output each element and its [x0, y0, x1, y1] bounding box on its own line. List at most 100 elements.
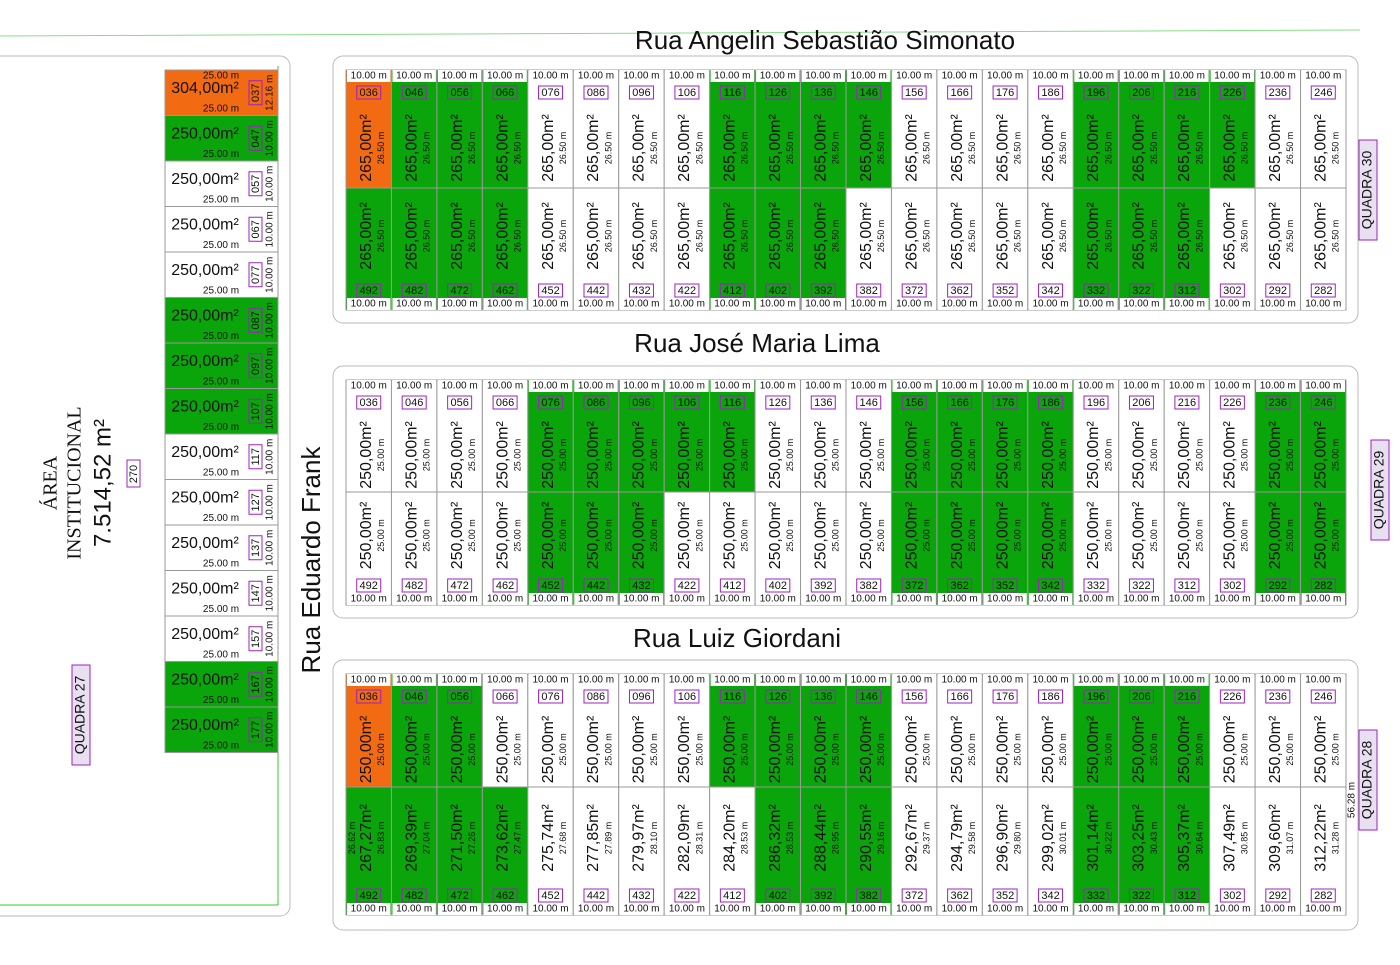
lot-width: 25.00 m	[203, 71, 239, 82]
lot	[800, 379, 847, 493]
frontage-bg	[892, 298, 936, 310]
lot	[981, 491, 1029, 606]
lot-number-box	[674, 578, 700, 593]
lot-depth: 26.50 m	[785, 220, 795, 253]
lot-number: 086	[587, 397, 605, 409]
lot-number: 126	[769, 87, 787, 99]
frontage-bg	[801, 380, 845, 392]
lot-number: 302	[1223, 580, 1241, 592]
lot-number: 056	[450, 691, 468, 703]
lot-number-box	[947, 283, 973, 298]
lot-number-box	[356, 689, 382, 704]
lot	[1300, 187, 1347, 311]
frontage-bg	[801, 674, 845, 686]
lot-number-box	[765, 689, 791, 704]
lot	[572, 379, 620, 493]
quadra-label-box	[1358, 729, 1378, 831]
lot-frontage: 10.00 m	[396, 71, 432, 82]
lot	[618, 786, 665, 916]
lot-frontage: 10.00 m	[1260, 299, 1296, 310]
lot-number-box	[1128, 578, 1154, 593]
lot-number: 046	[405, 87, 423, 99]
lot-frontage: 10.00 m	[578, 71, 614, 82]
lot	[481, 187, 529, 311]
lot	[527, 491, 574, 606]
frontage-bg	[392, 380, 436, 392]
lot-number-box	[628, 283, 654, 298]
lot-area: 250,00m²	[767, 501, 784, 569]
lot-number-box	[1083, 578, 1109, 593]
lot-number: 382	[860, 285, 878, 297]
lot-area: 265,00m²	[812, 114, 829, 182]
lot	[663, 187, 711, 311]
lot-number: 312	[1178, 580, 1196, 592]
lot	[164, 297, 279, 344]
lot	[1118, 491, 1165, 606]
lot-frontage: 10.00 m	[1032, 71, 1068, 82]
frontage-bg	[574, 298, 618, 310]
lot-area: 250,00m²	[171, 171, 239, 188]
lot-number-box	[1174, 395, 1200, 410]
lot-depth: 25.00 m	[740, 519, 750, 552]
lot-depth: 26.50 m	[1012, 132, 1022, 165]
frontage-bg	[1256, 70, 1300, 82]
frontage-bg	[1119, 903, 1164, 915]
lot-area: 269,39m²	[403, 804, 420, 872]
lot-number-box	[719, 578, 745, 593]
lot	[1163, 379, 1211, 493]
lot-number-box	[765, 85, 791, 100]
frontage-bg	[1256, 380, 1300, 392]
lot-number-box	[447, 689, 473, 704]
lot-frontage: 10.00 m	[942, 594, 978, 605]
lot	[1300, 379, 1347, 493]
frontage-bg	[756, 70, 800, 82]
frontage-bg	[1210, 298, 1255, 310]
lot-number: 412	[723, 580, 741, 592]
lot-depth: 25.00 m	[422, 439, 432, 472]
lot	[527, 187, 574, 311]
lot-area: 250,00m²	[449, 501, 466, 569]
lot-frontage: 10.00 m	[442, 904, 478, 915]
lot-area: 265,00m²	[949, 114, 966, 182]
lot-area: 265,00m²	[1222, 202, 1239, 270]
lot-number: 156	[905, 691, 923, 703]
lot-depth: 25.00 m	[376, 733, 386, 766]
lot-number-box	[356, 283, 382, 298]
lot-depth: 26.50 m	[831, 220, 841, 253]
lot-number: 332	[1087, 285, 1105, 297]
lot	[572, 491, 620, 606]
lot-area: 250,00m²	[1176, 715, 1193, 783]
lot-frontage: 10.00 m	[1078, 904, 1114, 915]
lot-frontage: 10.00 m	[1032, 594, 1068, 605]
lot-number-box	[1174, 689, 1200, 704]
lot-frontage: 10.00 m	[896, 594, 932, 605]
lot-area: 265,00m²	[585, 202, 602, 270]
frontage-bg	[1028, 298, 1073, 310]
lot-area: 284,20m²	[722, 804, 739, 872]
lot-area: 250,00m²	[1131, 501, 1148, 569]
frontage-bg	[937, 380, 982, 392]
lot-depth: 26.50 m	[1058, 220, 1068, 253]
lot-number: 186	[1041, 691, 1059, 703]
lot-depth: 26.50 m	[1149, 132, 1159, 165]
lot-depth: 25.00 m	[558, 519, 568, 552]
lot	[618, 187, 665, 311]
lot-frontage: 10.00 m	[714, 904, 750, 915]
lot-area: 265,00m²	[403, 202, 420, 270]
lot-depth: 25.00 m	[831, 733, 841, 766]
lot-frontage: 10.00 m	[1169, 299, 1205, 310]
lot-number: 036	[360, 691, 378, 703]
lot-area: 250,00m²	[171, 535, 239, 552]
lot-frontage: 10.00 m	[714, 71, 750, 82]
lot-depth: 25.00 m	[1012, 519, 1022, 552]
lot-area: 250,00m²	[903, 501, 920, 569]
lot-area: 265,00m²	[631, 202, 648, 270]
frontage-bg	[1210, 70, 1255, 82]
lot-area: 250,00m²	[1085, 715, 1102, 783]
lot-number-box	[765, 578, 791, 593]
lot-number-box	[447, 888, 473, 903]
lot-frontage: 10.00 m	[1032, 904, 1068, 915]
lot-area: 265,00m²	[1176, 114, 1193, 182]
frontage-bg	[1210, 903, 1255, 915]
lot-frontage: 10.00 m	[396, 594, 432, 605]
